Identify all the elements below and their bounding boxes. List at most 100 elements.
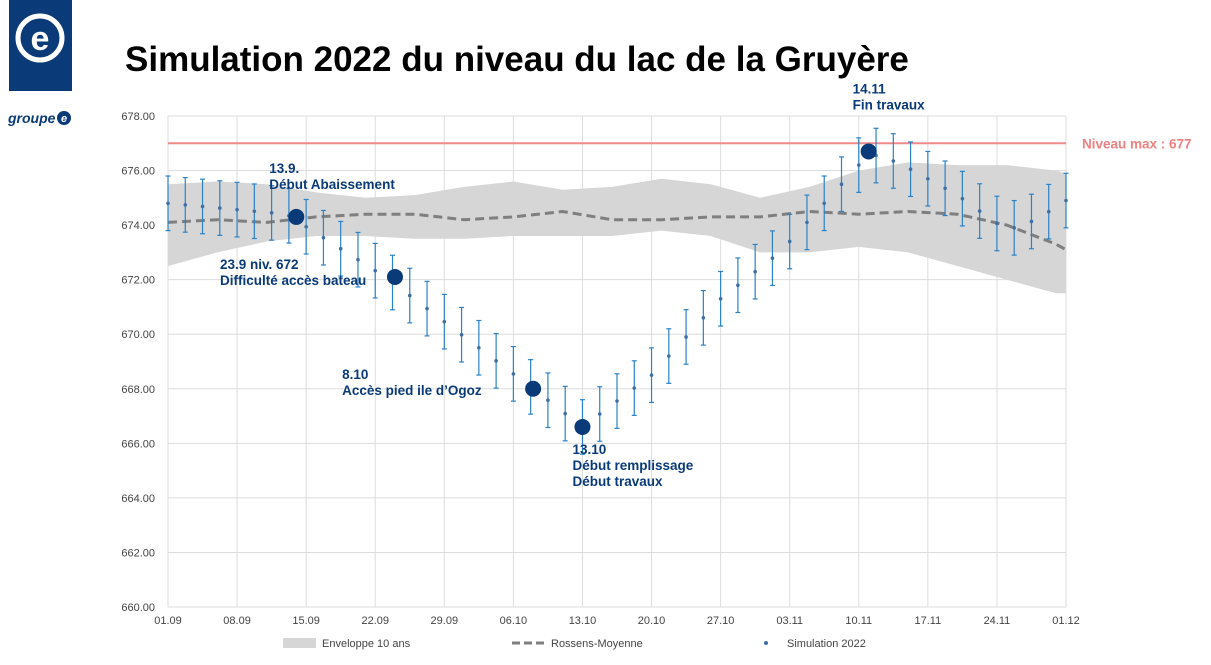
- x-tick-label: 20.10: [638, 615, 666, 627]
- milestone-label: Début travaux: [572, 474, 663, 489]
- simulation-point: [407, 293, 412, 298]
- simulation-point: [166, 201, 170, 206]
- x-tick-label: 10.11: [845, 615, 872, 627]
- simulation-point: [684, 335, 688, 339]
- y-tick-label: 662.00: [121, 547, 155, 559]
- simulation-point: [304, 224, 308, 229]
- page-title: Simulation 2022 du niveau du lac de la G…: [125, 40, 909, 79]
- simulation-point: [1012, 226, 1016, 230]
- simulation-point: [442, 319, 447, 324]
- x-tick-label: 22.09: [361, 615, 389, 627]
- max-level-label: Niveau max : 677: [1082, 136, 1192, 151]
- milestone-label: Difficulté accès bateau: [220, 273, 366, 288]
- x-tick-label: 15.09: [292, 615, 320, 627]
- simulation-point: [856, 163, 861, 167]
- simulation-point: [977, 209, 982, 213]
- simulation-point: [770, 256, 775, 260]
- x-tick-label: 01.12: [1052, 615, 1080, 627]
- brand-logo-text: groupe e: [8, 110, 73, 126]
- simulation-point: [995, 221, 999, 226]
- milestone-marker: [574, 418, 591, 435]
- milestone-label: 23.9 niv. 672: [220, 257, 299, 272]
- simulation-point: [822, 201, 827, 206]
- milestone-label: Début Abaissement: [269, 177, 395, 192]
- x-tick-label: 24.11: [984, 615, 1011, 627]
- x-tick-label: 03.11: [776, 615, 803, 627]
- mean-line: [167, 209, 1067, 252]
- y-tick-label: 670.00: [121, 329, 155, 341]
- legend-simulation-label: Simulation 2022: [787, 638, 866, 650]
- y-tick-label: 676.00: [121, 166, 155, 178]
- x-tick-label: 01.09: [154, 615, 182, 627]
- x-tick-label: 06.10: [500, 615, 528, 627]
- y-tick-label: 666.00: [121, 438, 155, 450]
- simulation-point: [753, 269, 757, 274]
- x-tick-label: 27.10: [707, 615, 735, 627]
- simulation-point: [701, 316, 706, 320]
- simulation-point: [477, 345, 481, 350]
- simulation-point: [1046, 209, 1051, 214]
- milestone-label: 13.9.: [269, 161, 299, 176]
- milestone-label: 14.11: [853, 81, 887, 96]
- simulation-point: [787, 239, 792, 244]
- simulation-point: [356, 257, 360, 262]
- y-tick-label: 664.00: [121, 493, 155, 505]
- simulation-point: [839, 182, 844, 186]
- legend-envelope-swatch: [283, 638, 316, 648]
- milestone-marker: [860, 143, 877, 160]
- simulation-point: [908, 167, 913, 171]
- simulation-point: [183, 203, 188, 207]
- milestone-marker: [386, 268, 403, 285]
- simulation-point: [926, 176, 930, 181]
- simulation-point: [373, 268, 378, 273]
- x-tick-label: 29.09: [431, 615, 459, 627]
- simulation-point: [459, 332, 464, 337]
- simulation-point: [943, 186, 947, 191]
- milestone-label: Accès pied ile d’Ogoz: [342, 383, 482, 398]
- y-tick-label: 672.00: [121, 275, 155, 287]
- svg-text:e: e: [61, 113, 67, 125]
- simulation-point: [235, 207, 239, 212]
- simulation-point: [338, 246, 343, 251]
- x-tick-label: 08.09: [223, 615, 251, 627]
- simulation-point: [805, 220, 809, 225]
- simulation-point: [667, 354, 671, 358]
- simulation-point: [546, 398, 550, 403]
- brand-e-icon: e: [57, 111, 72, 125]
- simulation-point: [718, 296, 723, 301]
- simulation-point: [649, 373, 654, 377]
- milestone-label: 13.10: [572, 442, 606, 457]
- y-tick-label: 668.00: [121, 384, 155, 396]
- svg-text:e: e: [31, 20, 50, 58]
- x-tick-label: 17.11: [914, 615, 941, 627]
- simulation-point: [960, 196, 965, 201]
- simulation-point: [511, 372, 516, 376]
- simulation-point: [736, 283, 740, 288]
- y-tick-label: 674.00: [121, 220, 155, 232]
- simulation-point: [269, 211, 274, 215]
- simulation-point: [891, 159, 896, 163]
- brand-logo: e: [9, 0, 72, 91]
- simulation-point: [200, 204, 205, 209]
- brand-logo-icon: e: [15, 13, 65, 63]
- y-tick-label: 678.00: [121, 111, 155, 123]
- simulation-point: [563, 411, 567, 416]
- milestone-label: Fin travaux: [853, 97, 926, 112]
- simulation-point: [321, 235, 326, 240]
- legend-simulation-swatch: [764, 641, 768, 645]
- simulation-point: [425, 306, 429, 311]
- y-tick-label: 660.00: [121, 602, 155, 614]
- legend-mean-label: Rossens-Moyenne: [551, 638, 643, 650]
- simulation-point: [1029, 219, 1034, 224]
- milestone-marker: [288, 208, 305, 225]
- milestone-marker: [525, 380, 542, 397]
- simulation-point: [615, 399, 619, 403]
- milestone-label: 8.10: [342, 367, 368, 382]
- legend-envelope-label: Enveloppe 10 ans: [322, 638, 411, 650]
- milestone-label: Début remplissage: [572, 458, 693, 473]
- simulation-point: [597, 412, 602, 416]
- simulation-point: [632, 386, 637, 390]
- simulation-point: [218, 206, 222, 210]
- simulation-point: [494, 359, 498, 363]
